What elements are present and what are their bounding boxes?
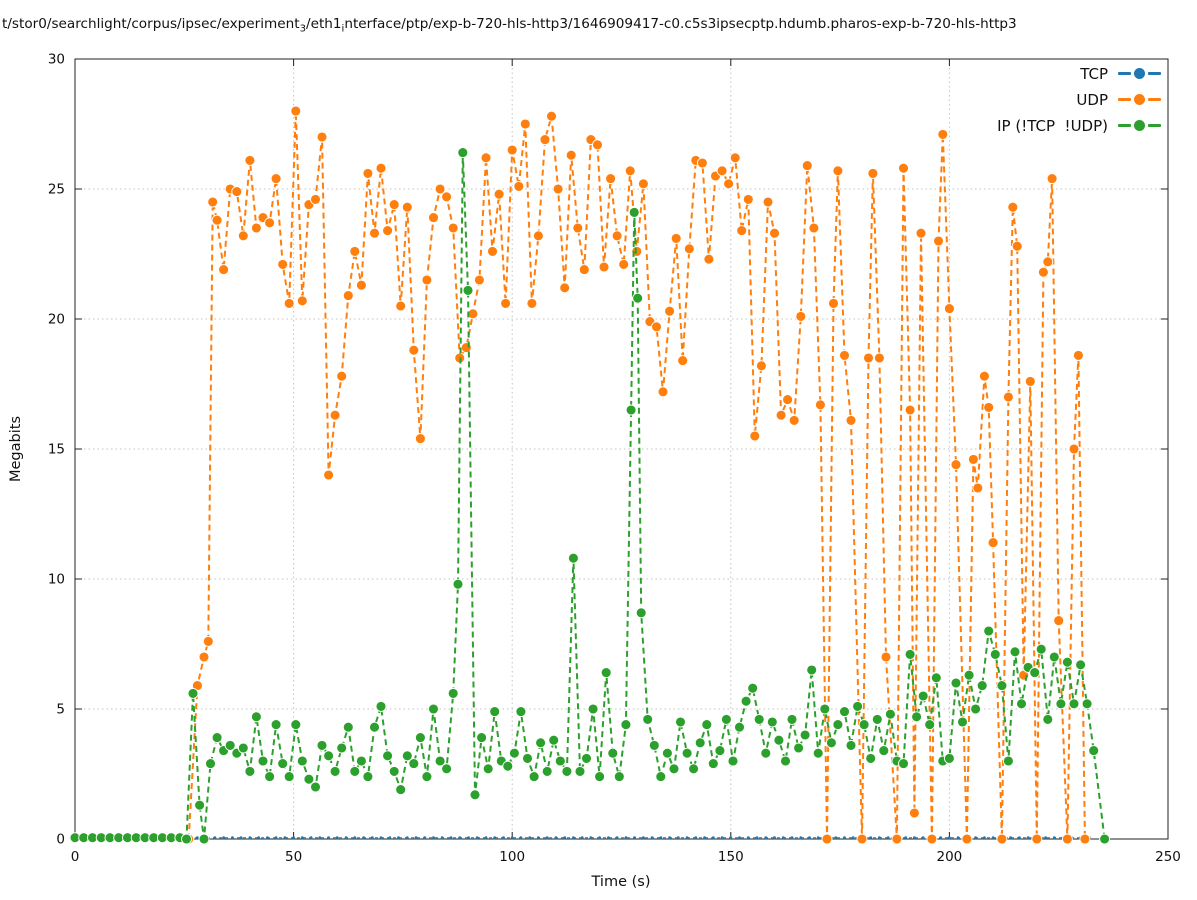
data-series xyxy=(69,105,1111,845)
svg-text:50: 50 xyxy=(285,849,302,865)
chart-title: t/stor0/searchlight/corpus/ipsec/experim… xyxy=(2,16,1197,35)
svg-text:250: 250 xyxy=(1155,849,1181,865)
svg-text:10: 10 xyxy=(48,572,65,588)
legend: TCP UDP IP (!TCP !UDP) xyxy=(997,63,1161,136)
svg-text:0: 0 xyxy=(56,832,65,848)
legend-line-icon xyxy=(1148,72,1161,75)
svg-text:20: 20 xyxy=(48,312,65,328)
chart-title-subscript: i xyxy=(341,23,345,35)
legend-line-icon xyxy=(1148,98,1161,101)
legend-dot-icon xyxy=(1134,94,1145,105)
svg-text:30: 30 xyxy=(48,52,65,68)
x-axis-title: Time (s) xyxy=(591,874,651,890)
svg-text:0: 0 xyxy=(71,849,80,865)
legend-marker xyxy=(1118,120,1161,131)
legend-item-udp: UDP xyxy=(997,89,1161,110)
legend-marker xyxy=(1118,94,1161,105)
legend-dot-icon xyxy=(1134,68,1145,79)
legend-label: TCP xyxy=(1080,64,1108,83)
chart-title-text: /eth1 xyxy=(306,16,342,32)
legend-line-icon xyxy=(1118,72,1131,75)
svg-text:15: 15 xyxy=(48,442,65,458)
legend-item-ip: IP (!TCP !UDP) xyxy=(997,115,1161,136)
svg-text:25: 25 xyxy=(48,182,65,198)
svg-text:200: 200 xyxy=(937,849,963,865)
legend-line-icon xyxy=(1118,124,1131,127)
chart-title-text: t/stor0/searchlight/corpus/ipsec/experim… xyxy=(2,16,300,32)
svg-text:150: 150 xyxy=(718,849,744,865)
chart-title-subscript: 3 xyxy=(299,23,306,35)
legend-dot-icon xyxy=(1134,120,1145,131)
y-axis-title: Megabits xyxy=(8,416,24,482)
legend-label: IP (!TCP !UDP) xyxy=(997,116,1108,135)
svg-text:5: 5 xyxy=(56,702,65,718)
legend-marker xyxy=(1118,68,1161,79)
svg-text:100: 100 xyxy=(499,849,525,865)
legend-item-tcp: TCP xyxy=(997,63,1161,84)
legend-label: UDP xyxy=(1076,90,1108,109)
legend-line-icon xyxy=(1148,124,1161,127)
legend-line-icon xyxy=(1118,98,1131,101)
tick-labels: 0 50 100 150 200 250 0 5 10 15 20 25 30 xyxy=(48,52,1181,866)
chart-title-text: nterface/ptp/exp-b-720-hls-http3/1646909… xyxy=(344,16,1017,32)
